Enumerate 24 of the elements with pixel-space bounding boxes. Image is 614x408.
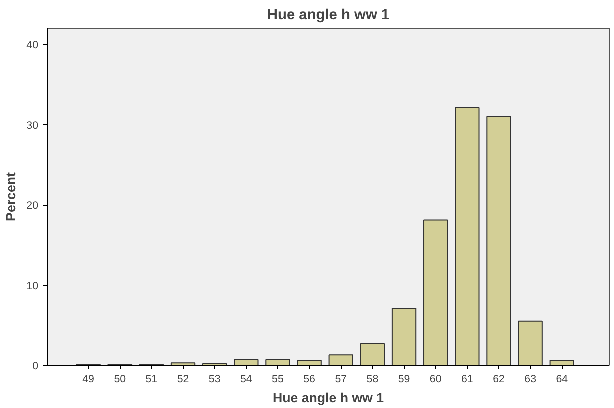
- y-tick-label: 40: [26, 40, 39, 52]
- y-tick-label: 10: [26, 280, 39, 292]
- x-tick-label: 50: [114, 374, 126, 386]
- y-tick-label: 30: [26, 120, 39, 132]
- x-tick-label: 54: [240, 374, 252, 386]
- x-tick-label: 49: [82, 374, 95, 386]
- x-tick-label: 63: [524, 374, 537, 386]
- x-tick-label: 58: [366, 374, 379, 386]
- x-tick-label: 56: [304, 374, 316, 386]
- y-axis-title: Percent: [4, 172, 19, 222]
- x-tick-label: 55: [272, 374, 284, 386]
- x-tick-label: 59: [398, 374, 410, 386]
- x-tick-label: 51: [146, 374, 158, 386]
- y-tick-label: 0: [32, 360, 39, 372]
- chart-title: Hue angle h ww 1: [267, 8, 390, 24]
- x-tick-label: 62: [493, 374, 505, 386]
- x-tick-label: 52: [177, 374, 190, 386]
- x-tick-label: 60: [430, 374, 442, 386]
- y-tick-label: 20: [26, 200, 39, 212]
- x-tick-label: 64: [556, 374, 568, 386]
- x-tick-label: 57: [335, 374, 348, 386]
- x-tick-label: 61: [461, 374, 474, 386]
- x-tick-label: 53: [208, 374, 221, 386]
- x-axis-title: Hue angle h ww 1: [272, 390, 385, 406]
